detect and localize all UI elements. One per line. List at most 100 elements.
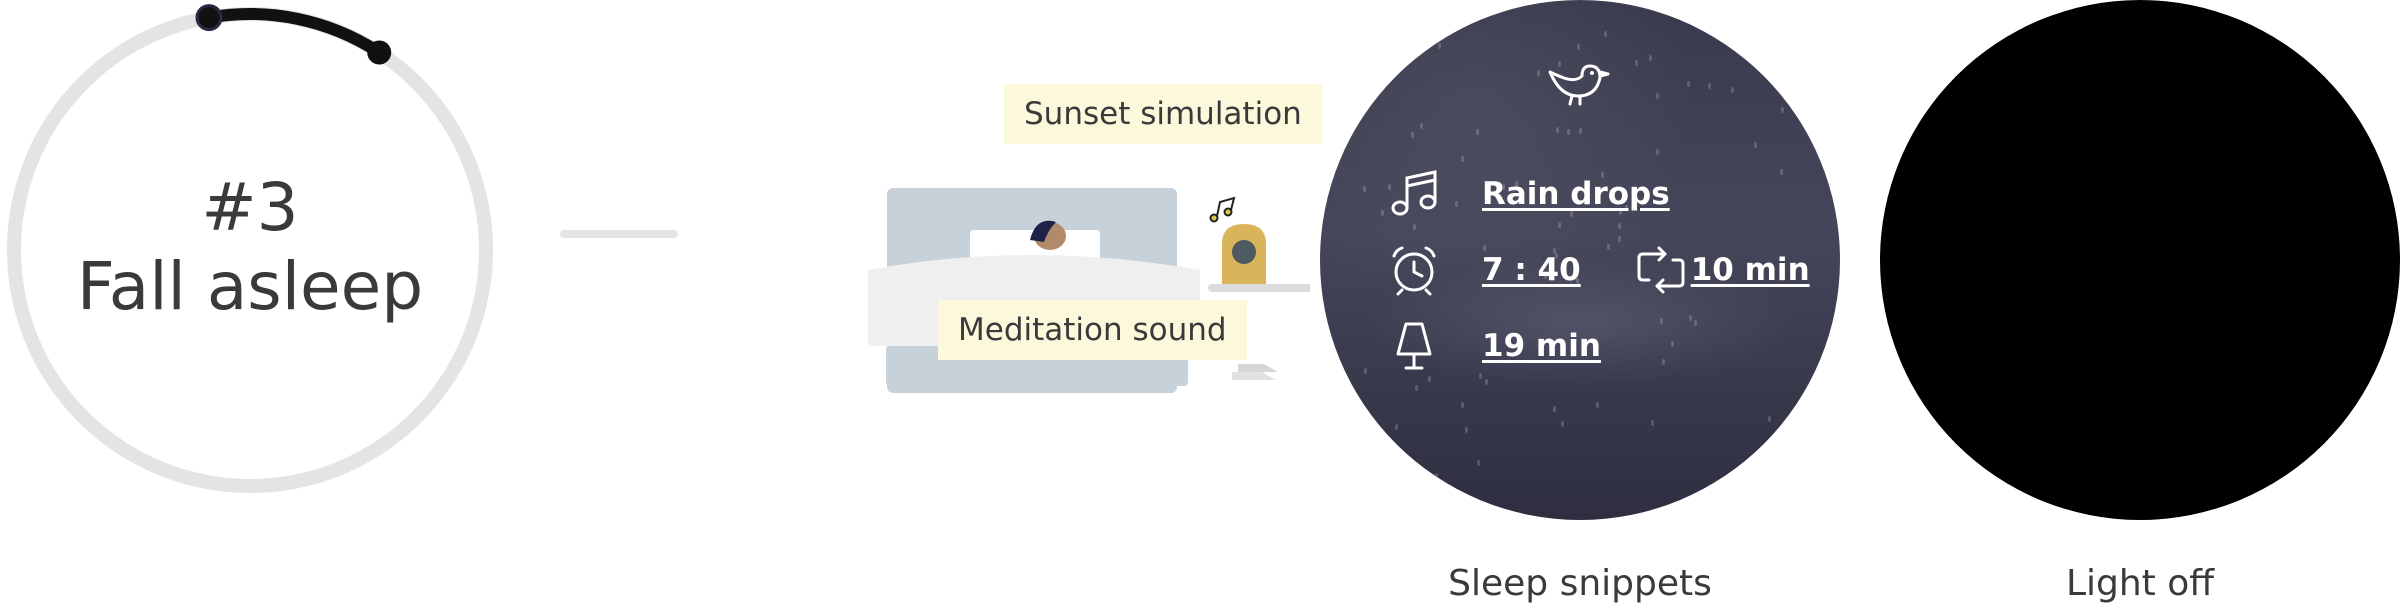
rain-drop	[1737, 465, 1741, 472]
bed-illustration	[868, 188, 1310, 393]
bird-icon	[1548, 64, 1610, 106]
rain-drop	[1567, 128, 1571, 135]
rain-drop	[1686, 80, 1690, 87]
alarm-row: 7 : 40 10 min	[1388, 244, 1810, 296]
rain-drop	[1618, 235, 1622, 242]
alarm-time-link[interactable]: 7 : 40	[1482, 252, 1581, 288]
rain-drop	[1395, 29, 1399, 36]
light-off-panel	[1880, 0, 2400, 520]
sleep-snippet-panel: Rain drops 7 : 40 10 min	[1320, 0, 1840, 520]
nightstand	[1208, 284, 1310, 292]
step-title: Fall asleep	[76, 248, 424, 325]
rain-drop	[1625, 204, 1629, 211]
rain-drop	[1773, 466, 1777, 473]
rain-drop	[1553, 405, 1557, 412]
rain-drop	[1655, 149, 1659, 156]
rain-drop	[1558, 61, 1562, 68]
light-off-caption: Light off	[2065, 563, 2215, 604]
progress-start-dot	[195, 4, 223, 32]
rain-drop	[1558, 222, 1562, 229]
rain-drop	[1388, 183, 1392, 190]
rain-drop	[1544, 273, 1548, 280]
rain-drop	[1370, 91, 1374, 98]
wake-up-light-lens	[1232, 240, 1256, 264]
rain-drop	[1419, 122, 1423, 129]
rain-drop	[1600, 171, 1604, 178]
rain-drop	[1688, 314, 1692, 321]
rain-drop	[1659, 317, 1663, 324]
rain-drop	[1394, 424, 1398, 431]
step-progress-ring: #3 Fall asleep	[0, 0, 500, 500]
rain-drop	[1485, 379, 1489, 386]
rain-drop	[1465, 426, 1468, 433]
rain-drop	[1650, 420, 1654, 426]
rain-drop	[1634, 59, 1638, 66]
alarm-clock-icon	[1392, 246, 1436, 296]
rain-drop	[1514, 181, 1518, 188]
rain-drop	[1767, 415, 1771, 422]
lamp-icon	[1396, 322, 1432, 370]
rain-drop	[1437, 43, 1441, 50]
step-label: #3 Fall asleep	[0, 170, 500, 328]
sound-link[interactable]: Rain drops	[1482, 176, 1670, 212]
sunset-simulation-tag: Sunset simulation	[1004, 84, 1322, 144]
repeat-icon	[1637, 246, 1685, 294]
rain-drop	[1537, 70, 1541, 77]
rain-drop	[1461, 156, 1465, 163]
light-timer-link[interactable]: 19 min	[1482, 328, 1601, 364]
rain-drop	[1780, 169, 1784, 176]
rain-drop	[1461, 402, 1465, 409]
rain-drop	[1661, 359, 1665, 366]
rain-drop	[1579, 128, 1583, 135]
rain-drop	[1434, 473, 1438, 480]
rain-drop	[1603, 31, 1607, 38]
rain-drop	[1415, 384, 1419, 391]
meditation-sound-tag: Meditation sound	[938, 300, 1247, 360]
ring-progress-arc	[203, 8, 386, 59]
rain-drop	[1476, 128, 1480, 135]
rain-drop	[1434, 37, 1438, 44]
light-timer-row: 19 min	[1388, 320, 1601, 372]
sleep-snippets-caption: Sleep snippets	[1448, 563, 1712, 604]
rain-drop	[1596, 402, 1600, 409]
rain-drop	[1483, 244, 1486, 251]
rain-drop	[1427, 375, 1431, 382]
rain-drop	[1363, 185, 1367, 192]
rain-drop	[1570, 210, 1574, 217]
rain-drop	[1477, 459, 1481, 466]
rain-drop	[1395, 446, 1399, 453]
rain-drop	[1754, 141, 1758, 148]
rain-drop	[1555, 252, 1558, 259]
rain-drop	[1413, 224, 1417, 231]
rain-drop	[1649, 55, 1653, 62]
rain-drop	[1399, 475, 1403, 482]
rain-drop	[1671, 340, 1675, 347]
rain-drop	[1478, 372, 1482, 379]
slipper-left	[1232, 372, 1276, 380]
rain-drop	[1502, 184, 1506, 191]
rain-drop	[1556, 126, 1560, 133]
rain-drop	[1780, 107, 1784, 113]
rain-drop	[1707, 82, 1711, 89]
rain-drop	[1380, 209, 1384, 216]
rain-drop	[1432, 20, 1436, 27]
rain-drop	[1575, 277, 1579, 284]
rain-drop	[1552, 248, 1556, 255]
step-number: #3	[201, 169, 299, 246]
slipper-right	[1238, 364, 1278, 372]
sleeper-hair	[1030, 220, 1056, 242]
rain-drop	[1363, 367, 1367, 374]
music-note-icon	[1209, 196, 1236, 223]
step-connector	[560, 230, 678, 238]
rain-drop	[1619, 208, 1623, 215]
rain-drop	[1693, 320, 1697, 327]
progress-handle[interactable]	[367, 40, 392, 65]
rain-drop	[1655, 92, 1659, 99]
snooze-duration-link[interactable]: 10 min	[1690, 252, 1810, 288]
rain-drop	[1617, 222, 1621, 229]
sound-row: Rain drops	[1388, 168, 1670, 220]
rain-drop	[1577, 43, 1581, 50]
progress-ring-graphic	[7, 4, 493, 493]
rain-drop	[1606, 244, 1610, 251]
rain-drop	[1731, 86, 1735, 93]
